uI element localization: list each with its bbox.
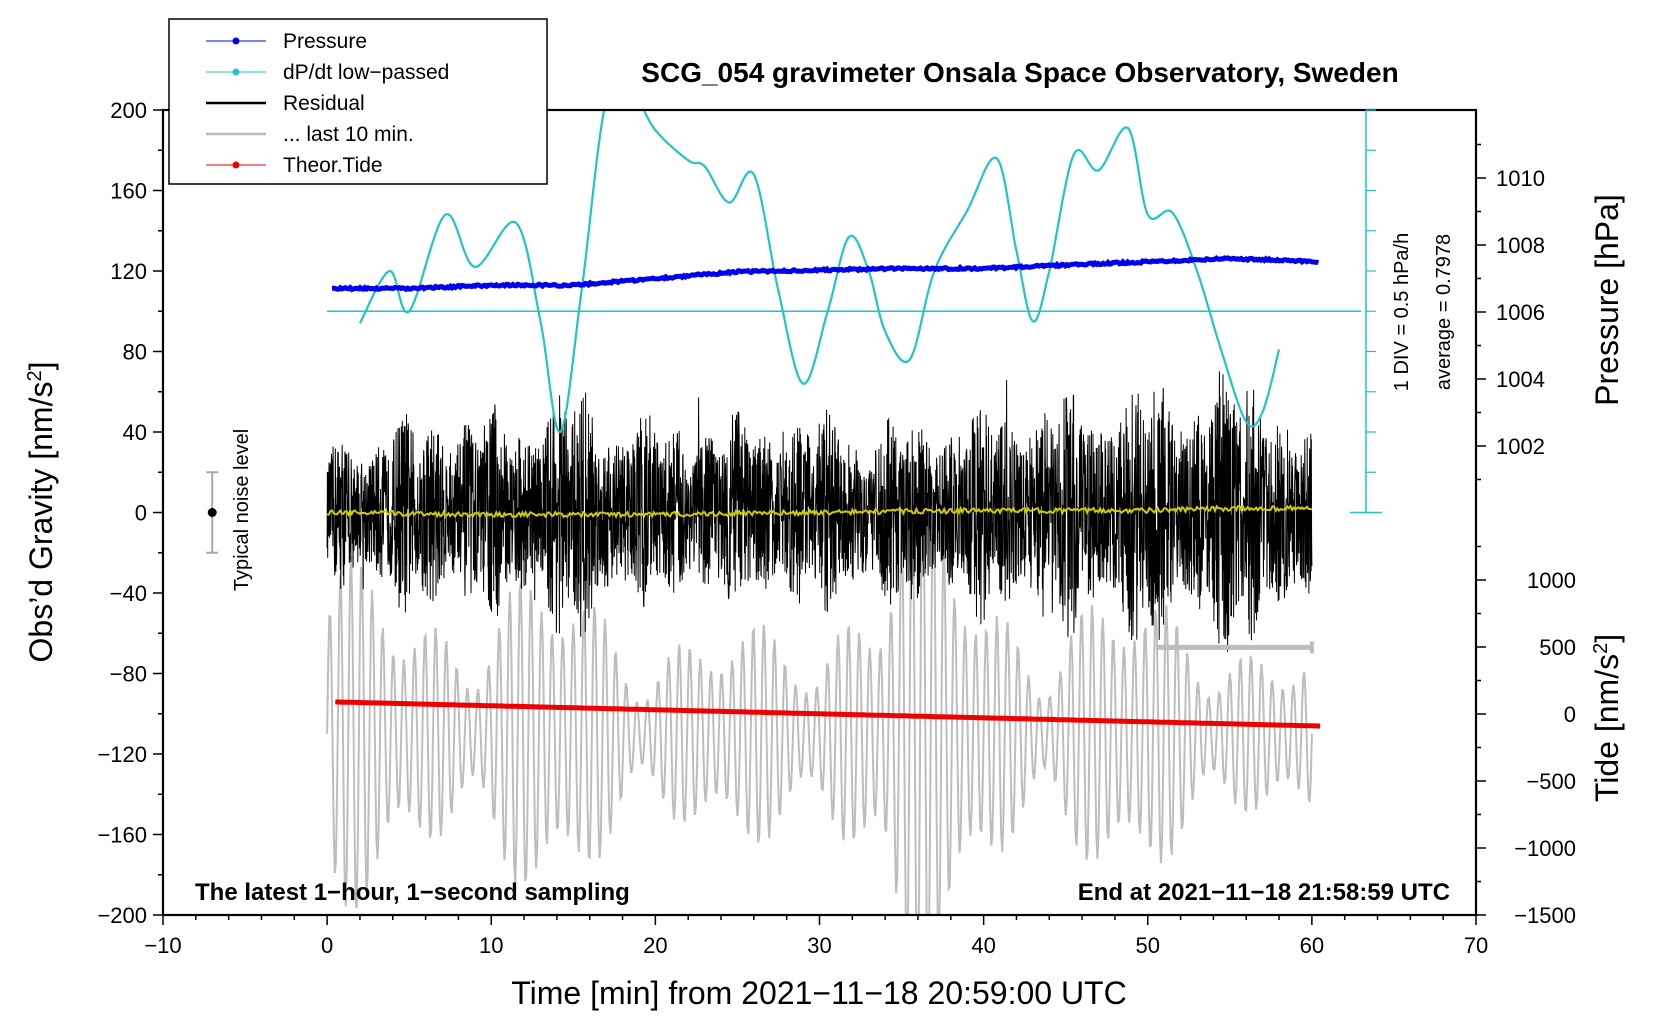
dpdt-series	[358, 110, 1281, 434]
y-tick-label: −40	[110, 581, 147, 606]
legend-marker	[232, 37, 240, 45]
noise-bar-dot	[207, 508, 217, 517]
annotation-end-time: End at 2021−11−18 21:58:59 UTC	[1078, 879, 1450, 906]
tide-tick-label: −500	[1526, 769, 1576, 794]
pressure-tick-label: 1006	[1496, 300, 1545, 325]
pressure-tick-label: 1002	[1496, 434, 1545, 459]
chart-title: SCG_054 gravimeter Onsala Space Observat…	[641, 57, 1398, 88]
legend-entry: dP/dt low−passed	[206, 61, 449, 84]
tide-series	[335, 699, 1321, 729]
legend-label: ... last 10 min.	[283, 123, 414, 146]
tide-axis-label: Tide [nm/s2]	[1589, 634, 1625, 802]
legend-label: Pressure	[283, 30, 367, 53]
legend-box	[168, 18, 548, 185]
noise-level-bar	[206, 471, 219, 554]
tide-tick-label: 0	[1564, 702, 1576, 727]
legend-entry: Residual	[206, 92, 365, 115]
y-tick-label: 160	[110, 179, 147, 204]
legend-label: Theor.Tide	[283, 154, 383, 177]
legend-entry: Theor.Tide	[206, 154, 383, 177]
x-tick-label: 0	[321, 933, 333, 958]
x-tick-label: 20	[643, 933, 667, 958]
noise-label: Typical noise level	[231, 429, 253, 591]
x-tick-label: 50	[1136, 933, 1160, 958]
tide-tick-label: −1000	[1514, 836, 1576, 861]
pressure-tick-label: 1004	[1496, 367, 1545, 392]
last-10-min-series	[326, 470, 1313, 915]
x-axis-ticks: −10 0 10 20 30 40 50 60 70	[144, 915, 1488, 958]
legend-entry: ... last 10 min.	[206, 123, 414, 146]
legend-label: Residual	[283, 92, 365, 115]
y-tick-label: −120	[97, 742, 147, 767]
y-tick-label: 40	[123, 420, 147, 445]
pressure-axis-label: Pressure [hPa]	[1589, 194, 1625, 406]
pressure-tick-label: 1010	[1496, 166, 1545, 191]
x-tick-label: 60	[1300, 933, 1324, 958]
x-tick-label: −10	[144, 933, 181, 958]
x-tick-label: 10	[479, 933, 503, 958]
tide-tick-label: 500	[1539, 635, 1576, 660]
data-layer	[326, 110, 1362, 915]
y-tick-label: 200	[110, 98, 147, 123]
legend-entry: Pressure	[206, 30, 367, 53]
annotation-sampling: The latest 1−hour, 1−second sampling	[195, 879, 630, 906]
tide-tick-label: 1000	[1527, 568, 1576, 593]
y-tick-label: −80	[110, 662, 147, 687]
last-10-min-bar	[1155, 641, 1314, 654]
x-tick-label: 40	[971, 933, 995, 958]
legend-marker	[232, 161, 240, 169]
legend-label: dP/dt low−passed	[283, 61, 449, 84]
legend: Pressure dP/dt low−passed Residual ... last…	[168, 18, 548, 185]
pressure-axis-ticks: 1010 1008 1006 1004 1002	[1476, 143, 1545, 481]
residual-series	[326, 371, 1313, 652]
y-tick-label: −160	[97, 823, 147, 848]
tide-axis-ticks: 1000 500 0 −500 −1000 −1500	[1476, 545, 1576, 928]
tide-tick-label: −1500	[1514, 903, 1576, 928]
x-tick-label: 70	[1464, 933, 1488, 958]
x-tick-label: 30	[807, 933, 831, 958]
legend-marker	[232, 68, 240, 76]
pressure-series	[331, 255, 1320, 293]
dpdt-scale-label: 1 DIV = 0.5 hPa/h	[1391, 233, 1413, 391]
pressure-tick-label: 1008	[1496, 233, 1545, 258]
y-tick-label: 80	[123, 340, 147, 365]
y-axis-ticks: 200 160 120 80 40 0 −40 −80 −120 −160 −200	[97, 98, 163, 928]
dpdt-average-label: average = 0.7978	[1433, 234, 1455, 390]
y-tick-label: 120	[110, 259, 147, 284]
residual-mean-series	[326, 503, 1313, 520]
y-tick-label: −200	[97, 903, 147, 928]
dpdt-scale-bar	[1350, 109, 1382, 514]
x-axis-label: Time [min] from 2021−11−18 20:59:00 UTC	[511, 975, 1126, 1011]
y-tick-label: 0	[135, 501, 147, 526]
y-axis-label: Obs’d Gravity [nm/s2]	[23, 362, 59, 663]
